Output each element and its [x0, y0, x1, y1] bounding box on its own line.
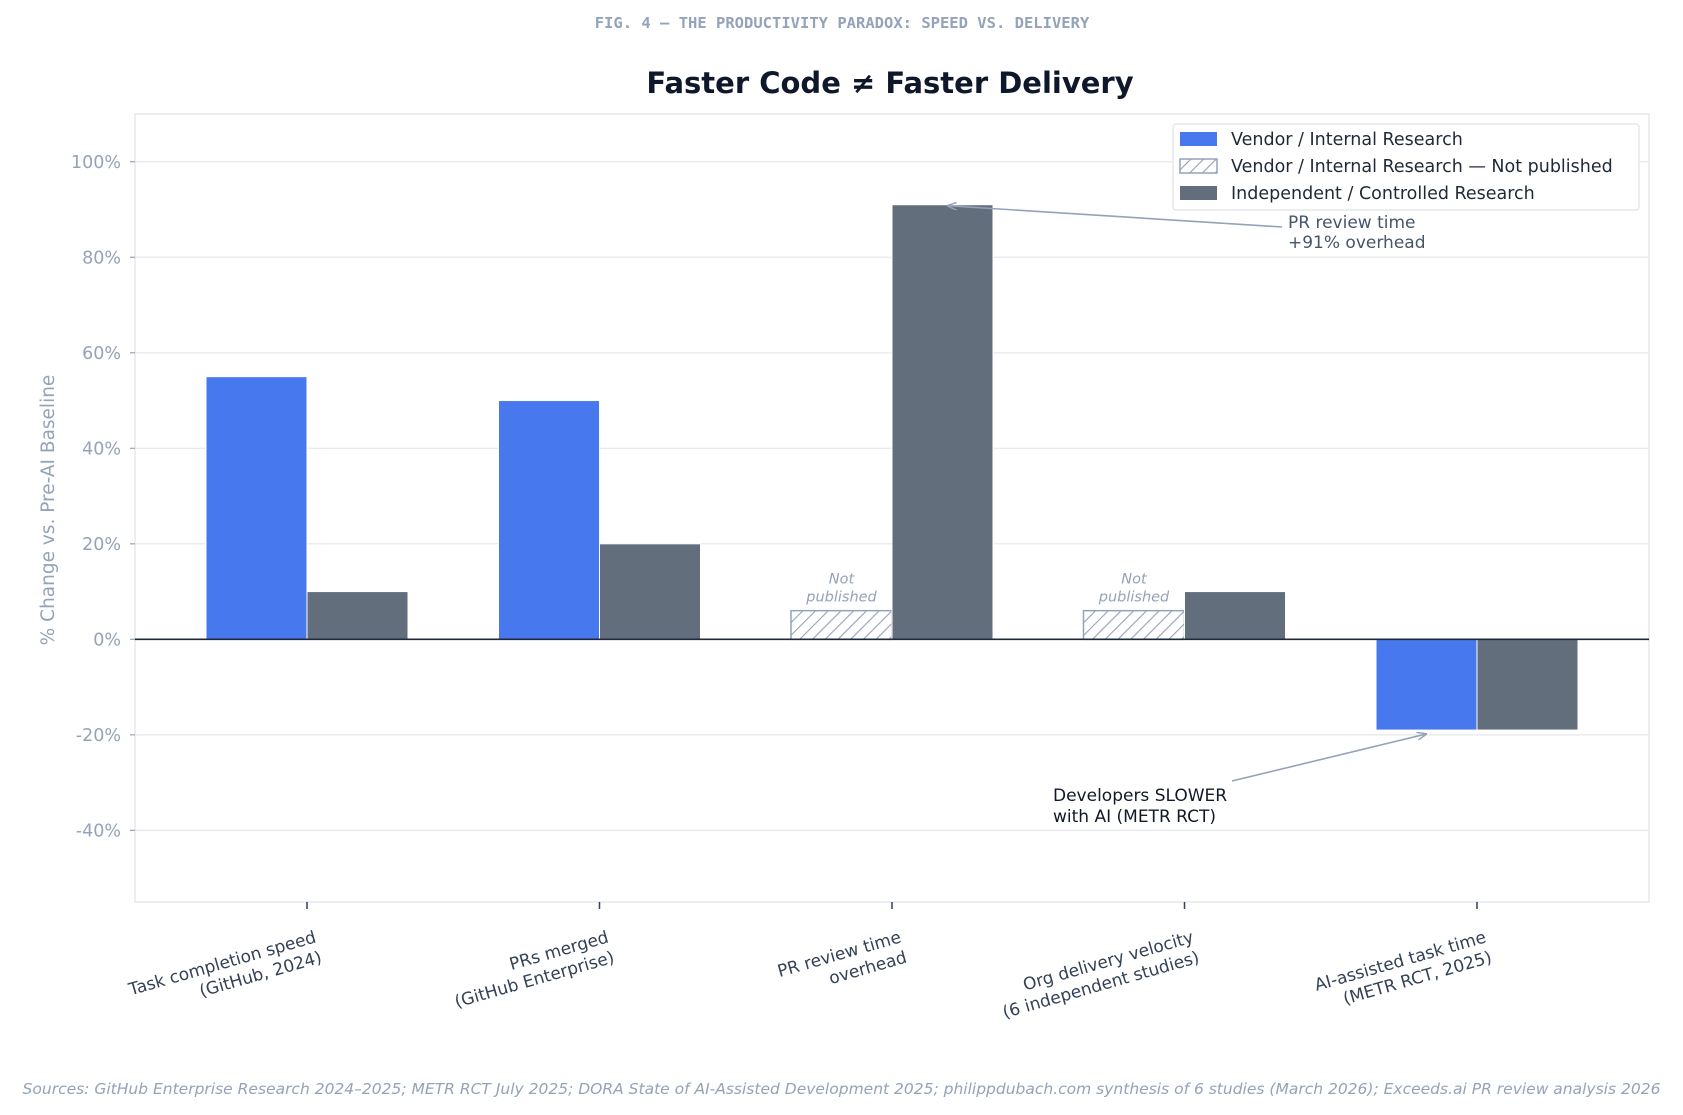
annotation-text: +91% overhead — [1288, 233, 1426, 253]
legend-label: Independent / Controlled Research — [1231, 184, 1535, 204]
annotation-text: PR review time — [1288, 213, 1416, 233]
y-tick-label: 80% — [82, 248, 121, 268]
x-tick-label: AI-assisted task time(METR RCT, 2025) — [1312, 928, 1494, 1010]
bar-independent — [1476, 638, 1579, 731]
bar-independent — [599, 543, 701, 640]
bar-independent — [891, 204, 994, 640]
plot-area: -40% -20% 0% 20% 40% 60% 80% 100% % Change vs. P… — [38, 113, 1650, 1023]
source-note: Sources: GitHub Enterprise Research 2024… — [22, 1080, 1661, 1098]
bar-vendor-not-published — [790, 609, 893, 641]
y-tick-label: 100% — [71, 153, 121, 173]
bar-independent — [1184, 591, 1286, 640]
legend-label: Vendor / Internal Research — Not publish… — [1231, 157, 1613, 177]
bar-vendor-not-published — [1082, 609, 1186, 641]
y-tick-label: -40% — [76, 821, 121, 841]
x-tick-label: Task completion speed(GitHub, 2024) — [126, 928, 324, 1002]
legend-swatch-independent — [1180, 186, 1217, 200]
bar-vendor — [1375, 638, 1478, 731]
annotation-arrow — [1231, 734, 1426, 782]
x-tick-label: PRs merged(GitHub Enterprise) — [453, 928, 617, 1013]
y-tick-label: 40% — [82, 439, 121, 459]
bar-independent — [306, 591, 409, 640]
figure-label: FIG. 4 — THE PRODUCTIVITY PARADOX: SPEED… — [595, 14, 1090, 32]
bar-vendor — [498, 400, 600, 640]
x-tick-label: Org delivery velocity(6 independent stud… — [1001, 928, 1202, 1023]
annotation-arrow — [948, 206, 1283, 228]
legend-box — [1172, 123, 1640, 211]
legend-label: Vendor / Internal Research — [1231, 130, 1463, 150]
y-tick-label: -20% — [76, 726, 121, 746]
chart-title: Faster Code ≠ Faster Delivery — [646, 66, 1133, 100]
y-tick-label: 60% — [82, 344, 121, 364]
y-tick-label: 20% — [82, 535, 121, 555]
annotation-text: Developers SLOWER — [1053, 786, 1227, 806]
legend-swatch-not-published — [1179, 158, 1218, 174]
not-published-label: published — [1098, 590, 1170, 606]
not-published-label: published — [805, 590, 877, 606]
not-published-label: Not — [829, 572, 856, 588]
y-axis-label: % Change vs. Pre-AI Baseline — [38, 375, 59, 646]
annotation-text: with AI (METR RCT) — [1053, 807, 1216, 827]
y-tick-label: 0% — [93, 630, 121, 650]
bar-vendor — [205, 376, 308, 640]
not-published-label: Not — [1121, 572, 1148, 588]
legend-swatch-vendor — [1180, 132, 1217, 146]
legend: Vendor / Internal Research Vendor / Inter… — [1172, 123, 1640, 211]
